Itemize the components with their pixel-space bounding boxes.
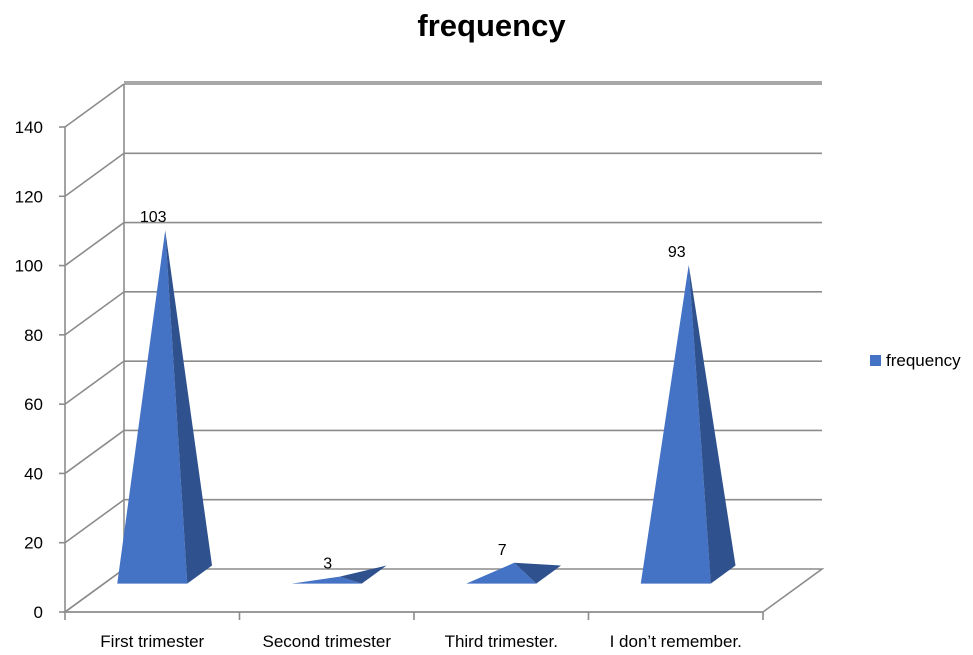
y-tick-label: 40 bbox=[24, 464, 43, 483]
data-label: 93 bbox=[668, 244, 686, 261]
bars bbox=[117, 230, 736, 584]
bar bbox=[291, 576, 362, 584]
x-tick-label: Second trimester bbox=[263, 632, 392, 650]
bar-side bbox=[165, 230, 213, 584]
gridline-side bbox=[64, 291, 125, 336]
gridline-side bbox=[64, 152, 125, 197]
data-label: 7 bbox=[498, 542, 507, 559]
bar-side bbox=[688, 264, 736, 584]
gridline-side bbox=[64, 360, 125, 405]
bar-side bbox=[339, 565, 387, 584]
y-tick-label: 20 bbox=[24, 534, 43, 553]
gridline-side bbox=[64, 221, 125, 267]
y-tick-label: 100 bbox=[15, 257, 43, 276]
chart-title: frequency bbox=[417, 8, 566, 43]
gridline-side bbox=[64, 568, 125, 613]
x-tick-label: I don’t remember. bbox=[610, 632, 742, 650]
gridline-side bbox=[64, 83, 125, 128]
y-tick-label: 0 bbox=[34, 603, 43, 622]
bar-side bbox=[514, 562, 562, 584]
data-label: 103 bbox=[140, 209, 167, 226]
x-tick-label: Third trimester. bbox=[445, 632, 558, 650]
y-tick-label: 60 bbox=[24, 395, 43, 414]
y-tick-label: 80 bbox=[24, 326, 43, 345]
legend: frequency bbox=[870, 351, 961, 370]
axes: 0 20 40 60 80 100 120 140 First trimester Second … bbox=[15, 84, 764, 651]
bar bbox=[117, 230, 188, 584]
bar bbox=[640, 264, 711, 584]
y-tick-label: 140 bbox=[15, 118, 43, 137]
legend-label: frequency bbox=[886, 351, 961, 370]
gridline-side bbox=[64, 429, 125, 475]
data-label: 3 bbox=[323, 556, 332, 573]
legend-swatch bbox=[870, 355, 881, 366]
y-tick-label: 120 bbox=[15, 187, 43, 206]
x-tick-label: First trimester bbox=[100, 632, 204, 650]
bar bbox=[466, 562, 537, 584]
gridlines bbox=[64, 81, 822, 613]
gridline-side bbox=[64, 499, 125, 544]
data-labels: 103 3 7 93 bbox=[140, 209, 686, 572]
